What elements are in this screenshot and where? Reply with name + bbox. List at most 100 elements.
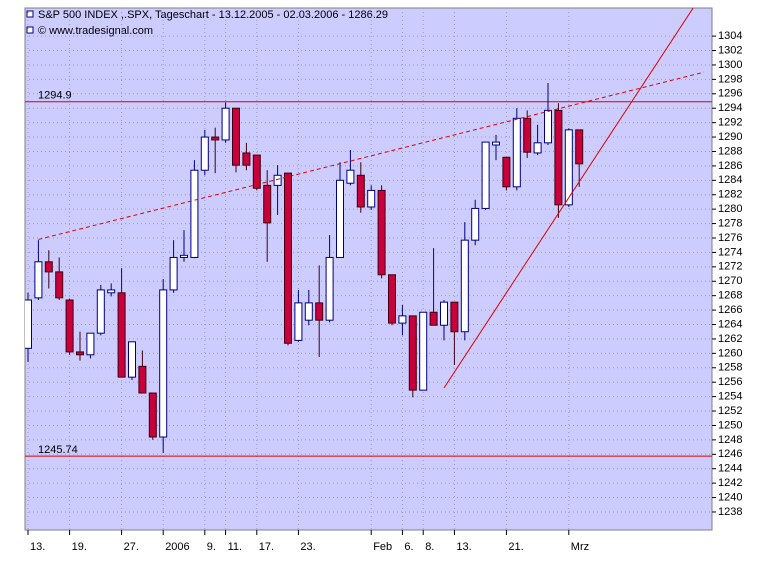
candle-body	[315, 302, 324, 321]
candle-body	[367, 189, 376, 208]
y-tick-label: 1274	[718, 246, 742, 258]
candle-body	[544, 109, 552, 144]
candle-body	[76, 351, 84, 356]
candle-body	[138, 365, 147, 394]
candle-body	[263, 184, 272, 224]
y-tick-label: 1254	[718, 391, 742, 403]
y-tick-label: 1292	[718, 117, 742, 129]
x-tick-label: 21.	[508, 541, 523, 553]
x-tick-label: 2006	[165, 541, 189, 553]
level-label: 1245.74	[38, 444, 78, 456]
trend-line	[443, 8, 694, 389]
candle-body	[388, 274, 396, 324]
y-tick-label: 1244	[718, 463, 742, 475]
level-label: 1294.9	[38, 90, 72, 102]
y-tick-label: 1250	[718, 419, 742, 431]
candle-body	[34, 261, 43, 299]
candle-body	[284, 172, 292, 344]
candle-body	[346, 169, 355, 184]
candle-body	[242, 152, 251, 166]
candle-body	[55, 271, 64, 299]
candle-body	[44, 261, 53, 273]
y-tick-label: 1248	[718, 434, 742, 446]
y-tick-label: 1270	[718, 275, 742, 287]
candle-body	[273, 174, 282, 186]
x-tick-label: 27.	[124, 541, 139, 553]
y-tick-label: 1278	[718, 217, 742, 229]
candle-body	[481, 141, 490, 209]
x-tick-label: 13.	[30, 541, 45, 553]
candle-body	[398, 315, 407, 324]
x-tick-label: 8.	[425, 541, 434, 553]
y-tick-label: 1276	[718, 232, 742, 244]
candle-body	[325, 256, 334, 321]
candle-body	[107, 289, 116, 294]
title-icon	[26, 10, 34, 18]
candle-body	[190, 169, 199, 258]
y-tick-label: 1256	[718, 376, 742, 388]
subtitle-icon	[26, 26, 34, 34]
candle-body	[450, 301, 459, 333]
candle-body	[252, 154, 261, 189]
y-tick-label: 1264	[718, 318, 742, 330]
x-tick-label: 6.	[404, 541, 413, 553]
plot-area	[24, 7, 713, 531]
candle-body	[169, 256, 178, 291]
y-tick-label: 1266	[718, 304, 742, 316]
y-tick-label: 1302	[718, 44, 742, 56]
candle-body	[96, 289, 105, 334]
candle-body	[159, 289, 168, 438]
candle-body	[25, 299, 32, 349]
candle-body	[512, 117, 521, 188]
y-tick-label: 1268	[718, 290, 742, 302]
x-tick-label: Mrz	[571, 541, 589, 553]
candle-body	[86, 332, 95, 356]
candle-body	[533, 142, 542, 154]
candle-body	[408, 315, 417, 391]
candle-body	[471, 207, 480, 241]
y-tick-label: 1286	[718, 160, 742, 172]
y-tick-label: 1294	[718, 102, 742, 114]
candle-body	[294, 302, 303, 341]
candle-body	[554, 109, 563, 206]
candle-body	[460, 239, 469, 333]
candle-body	[575, 129, 584, 165]
y-tick-label: 1288	[718, 145, 742, 157]
candle-body	[221, 107, 230, 141]
chart-subtitle: © www.tradesignal.com	[38, 25, 153, 37]
x-tick-label: 17.	[259, 541, 274, 553]
candle-body	[492, 141, 500, 146]
y-tick-label: 1300	[718, 59, 742, 71]
candle-body	[65, 299, 74, 353]
candle-body	[200, 136, 209, 171]
candle-body	[419, 311, 428, 391]
y-tick-label: 1246	[718, 448, 742, 460]
y-tick-label: 1290	[718, 131, 742, 143]
candle-body	[148, 392, 157, 438]
candle-body	[336, 179, 344, 258]
y-tick-label: 1238	[718, 506, 742, 518]
y-tick-label: 1240	[718, 491, 742, 503]
candle-body	[564, 129, 573, 206]
x-tick-label: 11.	[228, 541, 242, 553]
x-tick-label: 9.	[207, 541, 216, 553]
y-tick-label: 1284	[718, 174, 742, 186]
candle-body	[232, 107, 240, 166]
candle-body	[377, 189, 386, 276]
candle-body	[356, 174, 365, 208]
y-tick-label: 1280	[718, 203, 742, 215]
candle-body	[117, 292, 126, 378]
y-tick-label: 1260	[718, 347, 742, 359]
y-tick-label: 1304	[718, 30, 742, 42]
candle-body	[502, 156, 511, 188]
candle-body	[304, 302, 313, 321]
chart-title: S&P 500 INDEX ,.SPX, Tageschart - 13.12.…	[38, 9, 388, 21]
y-tick-label: 1298	[718, 73, 742, 85]
trend-line	[38, 71, 705, 240]
y-tick-label: 1242	[718, 477, 742, 489]
candle-body	[429, 311, 438, 326]
x-tick-label: Feb	[373, 541, 392, 553]
y-tick-label: 1252	[718, 405, 742, 417]
y-tick-label: 1262	[718, 333, 742, 345]
